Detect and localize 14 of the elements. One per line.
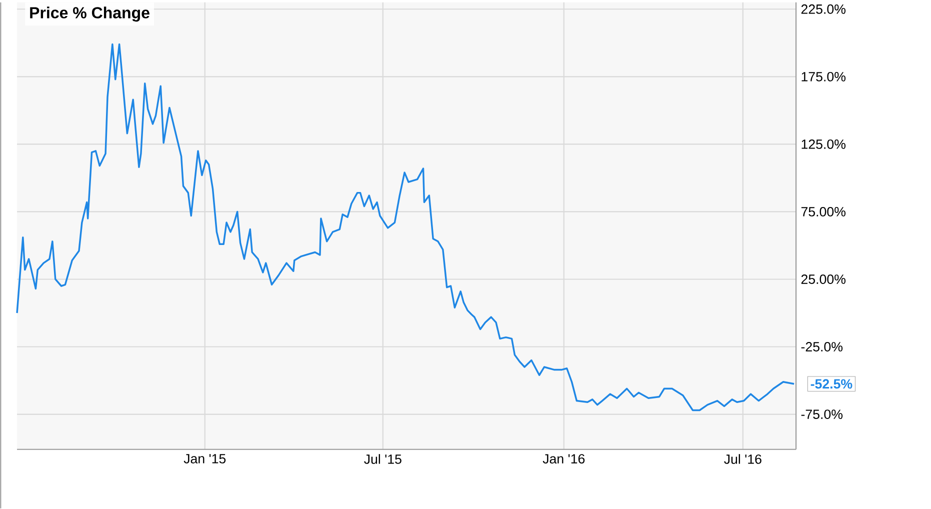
y-tick-label: -25.0% — [801, 342, 843, 352]
x-tick-label: Jul '15 — [364, 454, 402, 464]
y-tick-label: 225.0% — [801, 4, 846, 14]
x-tick-label: Jul '16 — [724, 454, 762, 464]
y-tick-label: 125.0% — [802, 139, 846, 149]
x-tick-label: Jan '16 — [542, 454, 585, 464]
line-series — [16, 43, 795, 412]
y-tick-label: 75.00% — [801, 206, 846, 216]
y-tick-label: 175.0% — [802, 72, 846, 82]
chart-title: Price % Change — [30, 6, 150, 22]
x-tick-label: Jan '15 — [184, 454, 226, 464]
y-tick-label: -75.0% — [801, 410, 843, 419]
y-tick-label: 25.00% — [801, 274, 846, 284]
annotation: -52.5% — [810, 379, 852, 389]
